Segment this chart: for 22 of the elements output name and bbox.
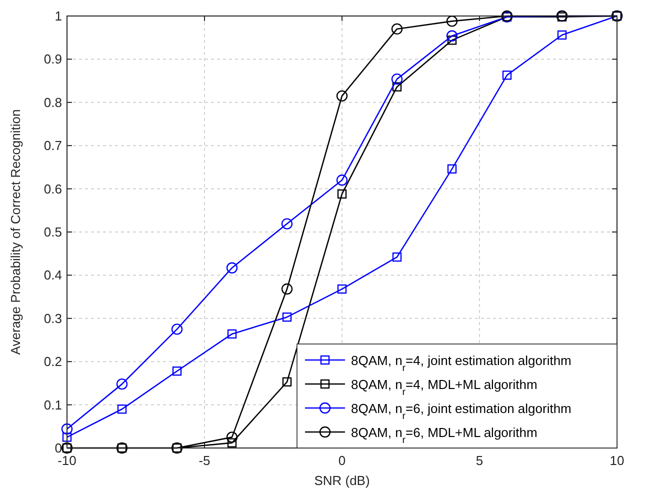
y-tick-label: 0.5 — [44, 224, 62, 240]
x-tick-label: 10 — [610, 453, 624, 468]
legend-label: 8QAM, n$_{r}$=4, MDL+ML algorithm — [351, 377, 538, 398]
y-tick-label: 0.2 — [44, 354, 62, 370]
x-tick-label: -10 — [58, 453, 76, 468]
y-tick-label: 0.8 — [44, 94, 62, 110]
x-tick-label: 0 — [338, 453, 346, 468]
y-tick-label: 0.6 — [44, 181, 62, 196]
y-tick-label: 0.4 — [44, 268, 62, 283]
x-tick-label: -5 — [198, 453, 210, 468]
legend-label: 8QAM, n$_{r}$=6, MDL+ML algorithm — [351, 425, 538, 446]
x-tick-label: 5 — [476, 453, 484, 468]
y-tick-label: 0.7 — [44, 138, 62, 154]
y-tick-label: 0.9 — [44, 52, 62, 67]
y-tick-label: 0.3 — [44, 310, 62, 326]
y-tick-label: 0.1 — [44, 397, 62, 412]
y-tick-label: 1 — [54, 8, 62, 24]
legend-label: 8QAM, n$_{r}$=4, joint estimation algorithm — [351, 353, 572, 374]
legend-label: 8QAM, n$_{r}$=6, joint estimation algorithm — [351, 401, 572, 422]
y-axis-title: Average Probability of Correct Recognition — [8, 109, 23, 355]
y-tick-label: 0 — [54, 440, 62, 456]
x-axis-title: SNR (dB) — [314, 473, 370, 488]
